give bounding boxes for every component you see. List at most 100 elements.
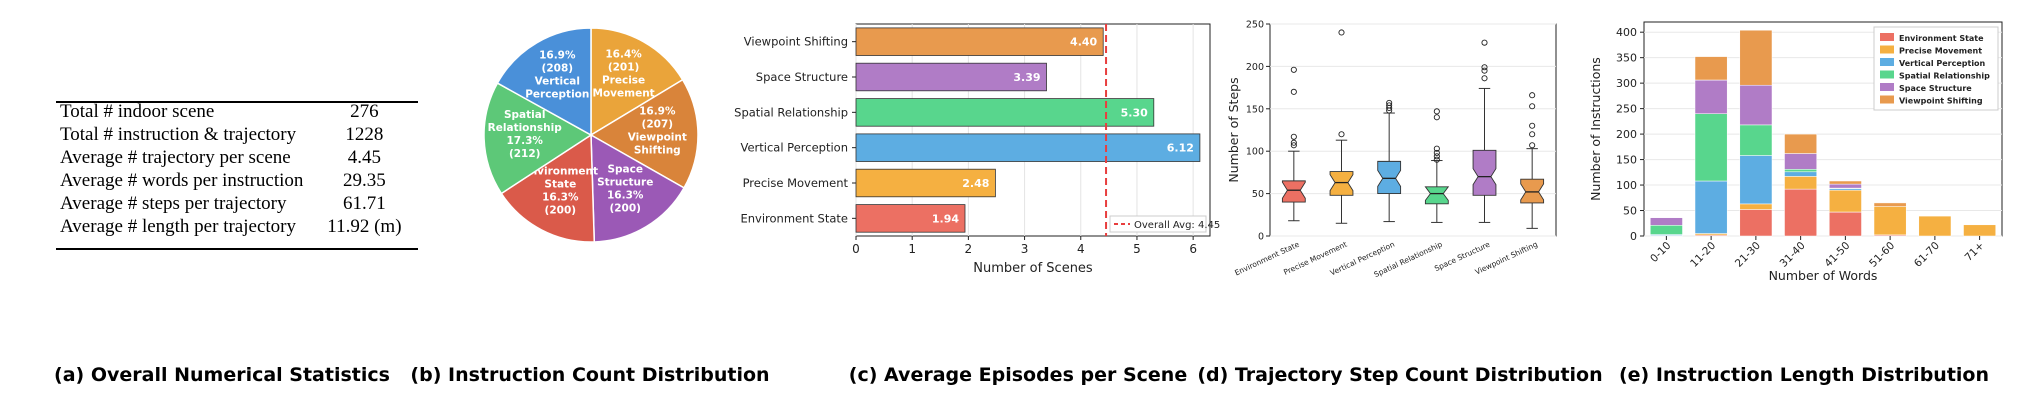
y-tick-label: Space Structure bbox=[756, 70, 848, 84]
y-tick-label: 0 bbox=[1258, 232, 1264, 243]
pie-slice-label: Spatial Relationship 17.3% (212) bbox=[488, 109, 563, 160]
x-tick-label: 71+ bbox=[1963, 240, 1987, 264]
caption-c: (c) Average Episodes per Scene bbox=[848, 364, 1188, 386]
pie-slice-label: 16.9% (207) Viewpoint Shifting bbox=[628, 106, 687, 157]
x-tick-label: 4 bbox=[1077, 242, 1085, 256]
y-tick-label: Vertical Perception bbox=[740, 141, 848, 155]
x-tick-label: 5 bbox=[1133, 242, 1141, 256]
y-tick-label: 250 bbox=[1246, 20, 1264, 31]
table-row: Average # trajectory per scene 4.45 bbox=[56, 146, 421, 169]
box-group bbox=[1377, 99, 1402, 223]
statistics-table: Total # indoor scene 276 Total # instructi… bbox=[56, 100, 421, 238]
y-tick-label: Spatial Relationship bbox=[734, 105, 848, 119]
box-group bbox=[1281, 66, 1306, 222]
y-tick-label: 50 bbox=[1623, 205, 1637, 218]
bar-segment bbox=[1873, 202, 1907, 207]
stat-value: 61.71 bbox=[343, 193, 386, 214]
outlier-point bbox=[1290, 139, 1297, 146]
x-tick-label: 11-20 bbox=[1688, 240, 1718, 270]
legend-label: Overall Avg: 4.45 bbox=[1134, 220, 1220, 231]
caption-e: (e) Instruction Length Distribution bbox=[1618, 364, 1990, 386]
bar-segment bbox=[1739, 84, 1773, 126]
bar-segment bbox=[1739, 203, 1773, 210]
pie-label-line: Movement bbox=[593, 88, 655, 100]
panel-pie-chart: 16.4% (201) Precise Movement 16.9% (207) Viewp… bbox=[410, 0, 770, 412]
outlier-point bbox=[1529, 92, 1536, 99]
table-top-rule bbox=[56, 101, 418, 103]
bar-segment bbox=[1694, 180, 1728, 234]
legend-swatch bbox=[1880, 33, 1894, 41]
outlier-point bbox=[1529, 131, 1536, 138]
legend-box bbox=[1109, 215, 1207, 233]
bar-segment bbox=[1739, 209, 1773, 237]
y-tick-label: 350 bbox=[1616, 52, 1637, 65]
box bbox=[1424, 186, 1450, 205]
pie-slice bbox=[590, 133, 686, 243]
panel-overall-statistics: Total # indoor scene 276 Total # instructi… bbox=[0, 0, 440, 412]
pie-label-line: (212) bbox=[509, 148, 541, 160]
bar-segment bbox=[1739, 155, 1773, 205]
bar-segment bbox=[1829, 211, 1862, 237]
pie-slice-label: Environment State 16.3% (200) bbox=[523, 165, 599, 216]
bar bbox=[855, 98, 1155, 127]
pie-label-line: Vertical bbox=[535, 75, 580, 87]
legend-label: Precise Movement bbox=[1899, 47, 1982, 56]
stat-value: 1228 bbox=[345, 124, 384, 145]
bar-value-label: 4.40 bbox=[1070, 36, 1097, 49]
y-tick-label: Environment State bbox=[740, 211, 848, 225]
pie-label-line: (208) bbox=[542, 62, 574, 74]
bar bbox=[855, 133, 1201, 162]
x-tick-label: 0-10 bbox=[1648, 240, 1673, 265]
plot-frame bbox=[855, 23, 1211, 237]
pie-label-line: 16.3% bbox=[542, 191, 579, 203]
outlier-point bbox=[1290, 133, 1297, 140]
y-tick-label: 200 bbox=[1616, 128, 1637, 141]
legend-box bbox=[1873, 26, 1999, 111]
pie-slice-label: Space Structure 16.3% (200) bbox=[597, 163, 653, 214]
pie-label-line: 17.3% bbox=[506, 135, 543, 147]
pie-label-line: 16.9% bbox=[639, 106, 676, 118]
box-group bbox=[1472, 39, 1497, 223]
stat-label: Average # length per trajectory bbox=[60, 216, 296, 237]
legend-swatch bbox=[1880, 83, 1894, 91]
table-row: Average # words per instruction 29.35 bbox=[56, 169, 421, 192]
box bbox=[1472, 149, 1497, 196]
outlier-point bbox=[1433, 156, 1440, 163]
legend-swatch bbox=[1880, 95, 1894, 104]
stat-value: 4.45 bbox=[347, 147, 382, 168]
outlier-point bbox=[1529, 122, 1536, 129]
pie-label-line: Environment bbox=[523, 165, 599, 177]
outlier-point bbox=[1481, 64, 1488, 71]
stat-label: Average # words per instruction bbox=[60, 170, 304, 191]
pie-slice-label: 16.9% (208) Vertical Perception bbox=[525, 49, 589, 100]
table-row: Total # instruction & trajectory 1228 bbox=[56, 123, 421, 146]
bar-segment bbox=[1784, 153, 1817, 170]
outlier-point bbox=[1481, 67, 1488, 74]
pie-slice bbox=[589, 78, 699, 189]
outlier-point bbox=[1481, 75, 1488, 82]
panel-stacked-bar: 0 50 100 150 200 250 300 350 400 Number of Instru… bbox=[1580, 0, 2028, 412]
y-tick-label: 150 bbox=[1616, 154, 1637, 167]
bar-segment bbox=[1963, 224, 1996, 237]
x-tick-label: 1 bbox=[908, 242, 916, 256]
plot-frame bbox=[1269, 23, 1557, 237]
panel-box-plot: 0 50 100 150 200 250 Number of Steps Environmen… bbox=[1197, 0, 1602, 412]
y-axis-label: Number of Instructions bbox=[1588, 57, 1603, 201]
bar-segment bbox=[1739, 124, 1773, 156]
legend-swatch bbox=[1880, 70, 1894, 79]
pie-label-line: Spatial bbox=[504, 109, 545, 121]
outlier-point bbox=[1433, 153, 1440, 160]
pie-label-line: 16.9% bbox=[539, 49, 576, 61]
bar bbox=[855, 27, 1104, 56]
bar-segment bbox=[1829, 189, 1862, 213]
outlier-point bbox=[1529, 142, 1536, 149]
stat-value: 29.35 bbox=[343, 170, 386, 191]
x-tick-label: 21-30 bbox=[1733, 240, 1763, 270]
outlier-point bbox=[1433, 149, 1440, 156]
x-axis-label: Number of Words bbox=[1769, 268, 1878, 283]
pie-label-line: Viewpoint bbox=[628, 132, 687, 144]
x-tick-label: 51-60 bbox=[1867, 240, 1897, 270]
bar-value-label: 2.48 bbox=[962, 177, 989, 190]
pie-label-line: Space bbox=[607, 163, 643, 175]
outlier-point bbox=[1290, 88, 1297, 95]
